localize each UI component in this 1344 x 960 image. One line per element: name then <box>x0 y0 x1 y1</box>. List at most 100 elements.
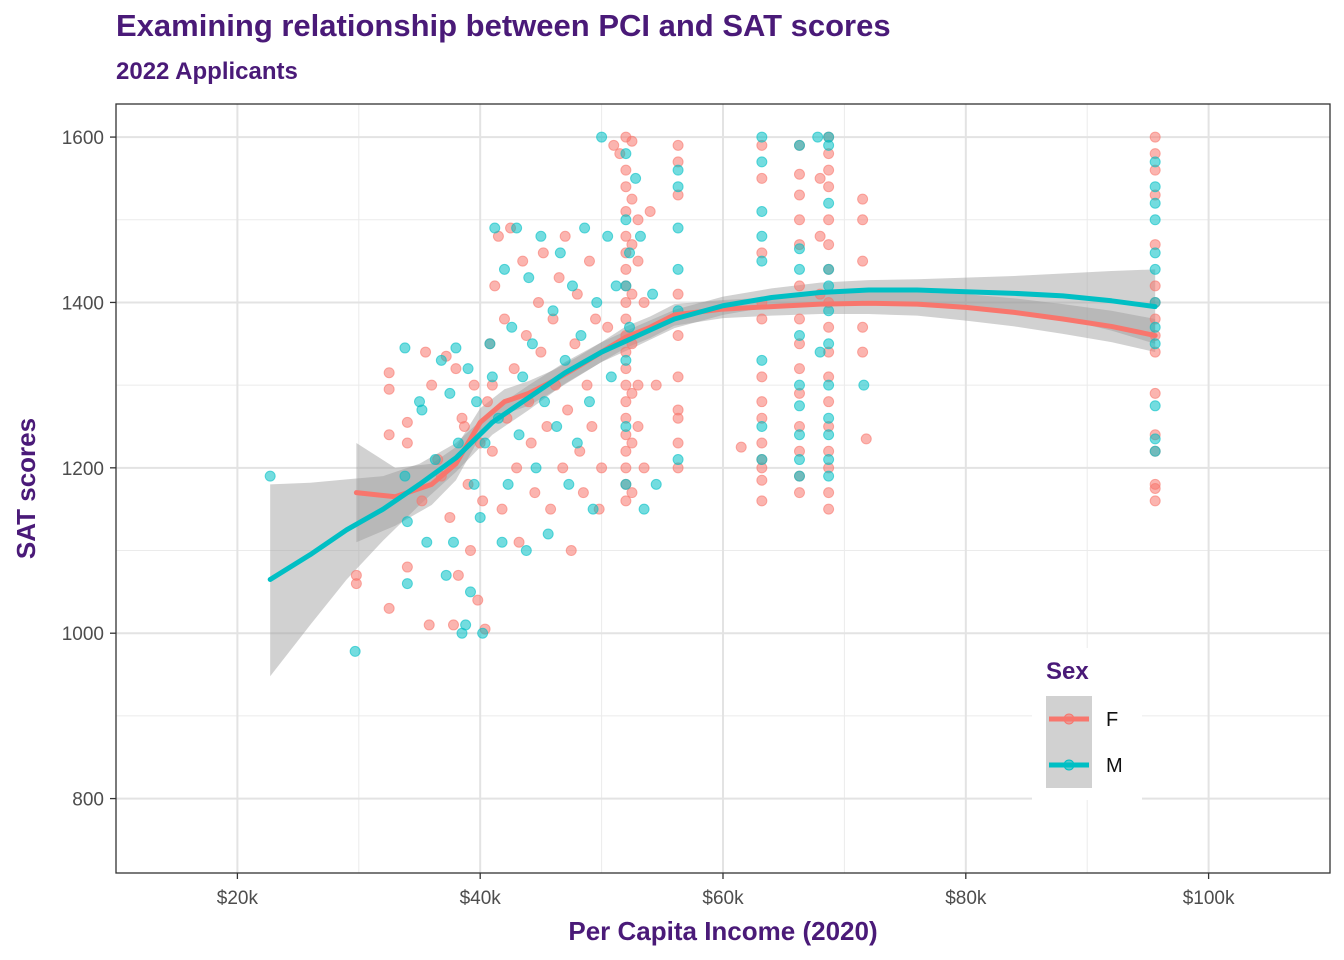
y-tick-label: 1400 <box>62 293 104 314</box>
data-point-M <box>756 131 768 143</box>
data-point-F <box>489 280 501 292</box>
data-point-M <box>416 404 428 416</box>
data-point-F <box>756 313 768 325</box>
data-point-F <box>857 346 869 358</box>
data-point-F <box>857 214 869 226</box>
data-point-M <box>468 478 480 490</box>
data-point-M <box>823 429 835 441</box>
legend-label-F: F <box>1106 709 1118 731</box>
data-point-F <box>452 569 464 581</box>
data-point-M <box>620 214 632 226</box>
data-point-M <box>620 478 632 490</box>
data-point-F <box>559 230 571 242</box>
data-point-M <box>566 280 578 292</box>
data-point-M <box>793 429 805 441</box>
data-point-M <box>435 354 447 366</box>
data-point-M <box>620 354 632 366</box>
data-point-F <box>672 371 684 383</box>
data-point-M <box>1149 433 1161 445</box>
y-tick-label: 1000 <box>62 624 104 645</box>
data-point-M <box>620 148 632 160</box>
data-point-F <box>860 433 872 445</box>
data-point-F <box>477 495 489 507</box>
x-tick-label: $80k <box>945 888 987 909</box>
data-point-M <box>460 619 472 631</box>
data-point-M <box>793 243 805 255</box>
data-point-F <box>735 441 747 453</box>
data-point-F <box>586 420 598 432</box>
data-point-M <box>823 263 835 275</box>
data-point-F <box>626 487 638 499</box>
data-point-F <box>498 313 510 325</box>
data-point-F <box>602 321 614 333</box>
legend: Sex F M <box>1032 648 1142 800</box>
data-point-F <box>553 272 565 284</box>
data-point-M <box>823 470 835 482</box>
legend-key-background <box>1046 696 1092 788</box>
data-point-F <box>857 255 869 267</box>
data-point-F <box>620 164 632 176</box>
data-point-M <box>471 396 483 408</box>
data-point-F <box>486 445 498 457</box>
data-point-F <box>756 172 768 184</box>
data-point-M <box>823 139 835 151</box>
data-point-F <box>626 193 638 205</box>
data-point-F <box>416 495 428 507</box>
data-point-M <box>401 516 413 528</box>
data-point-M <box>452 437 464 449</box>
data-point-F <box>823 487 835 499</box>
data-point-F <box>350 578 362 590</box>
legend-title: Sex <box>1046 658 1089 685</box>
data-point-M <box>823 197 835 209</box>
data-point-F <box>565 545 577 557</box>
data-point-M <box>858 379 870 391</box>
data-point-M <box>620 420 632 432</box>
data-point-F <box>535 346 547 358</box>
data-point-F <box>620 181 632 193</box>
data-point-M <box>551 420 563 432</box>
data-point-M <box>1149 214 1161 226</box>
data-point-M <box>547 305 559 317</box>
data-point-M <box>756 454 768 466</box>
data-point-M <box>349 645 361 657</box>
data-point-M <box>1149 197 1161 209</box>
data-point-F <box>496 503 508 515</box>
data-point-M <box>624 247 636 259</box>
data-point-F <box>756 371 768 383</box>
data-point-F <box>756 474 768 486</box>
y-tick-label: 1200 <box>62 459 104 480</box>
data-point-M <box>823 412 835 424</box>
chart-title: Examining relationship between PCI and S… <box>116 8 891 43</box>
data-point-F <box>577 487 589 499</box>
data-point-F <box>814 172 826 184</box>
data-point-F <box>545 503 557 515</box>
data-point-F <box>620 445 632 457</box>
data-point-M <box>793 470 805 482</box>
data-point-M <box>575 330 587 342</box>
data-point-F <box>383 367 395 379</box>
data-point-F <box>638 296 650 308</box>
data-point-F <box>1149 280 1161 292</box>
data-point-F <box>620 379 632 391</box>
data-point-M <box>1149 445 1161 457</box>
x-tick-label: $100k <box>1183 888 1235 909</box>
data-point-M <box>823 338 835 350</box>
data-point-F <box>511 462 523 474</box>
data-point-F <box>383 429 395 441</box>
data-point-F <box>583 255 595 267</box>
data-point-F <box>626 387 638 399</box>
data-point-F <box>569 338 581 350</box>
data-point-F <box>857 193 869 205</box>
data-point-F <box>823 181 835 193</box>
data-point-M <box>672 263 684 275</box>
data-point-M <box>756 420 768 432</box>
data-point-F <box>458 420 470 432</box>
data-point-F <box>620 462 632 474</box>
data-point-M <box>605 371 617 383</box>
data-point-M <box>498 263 510 275</box>
data-point-M <box>429 454 441 466</box>
data-point-M <box>474 511 486 523</box>
data-point-M <box>672 164 684 176</box>
data-point-F <box>426 379 438 391</box>
data-point-F <box>650 379 662 391</box>
